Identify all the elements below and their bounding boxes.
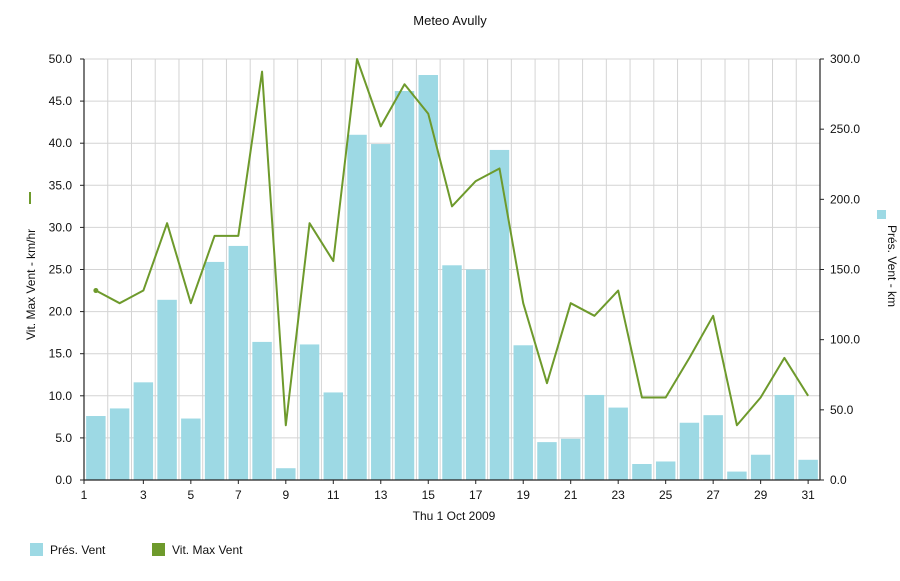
line-path bbox=[95, 58, 809, 427]
y-right-tick-label: 50.0 bbox=[830, 403, 854, 417]
x-tick-label: 19 bbox=[517, 488, 531, 502]
bar bbox=[418, 74, 438, 481]
bar bbox=[299, 344, 320, 480]
bar bbox=[727, 471, 747, 480]
bar bbox=[252, 341, 272, 480]
bar bbox=[632, 464, 652, 480]
y-left-tick-label: 20.0 bbox=[49, 305, 73, 319]
bar bbox=[157, 299, 177, 480]
bar bbox=[798, 459, 818, 480]
x-tick-label: 3 bbox=[140, 488, 147, 502]
y-left-tick-label: 10.0 bbox=[49, 389, 73, 403]
bar bbox=[466, 269, 486, 480]
x-tick-label: 17 bbox=[469, 488, 483, 502]
bar bbox=[109, 408, 130, 480]
bar bbox=[276, 468, 296, 480]
bar bbox=[394, 90, 415, 480]
bar bbox=[608, 407, 628, 480]
bar bbox=[703, 415, 723, 480]
legend-label-vit-max-vent: Vit. Max Vent bbox=[172, 543, 243, 557]
bar bbox=[513, 345, 533, 480]
bar bbox=[181, 418, 201, 480]
x-tick-label: 25 bbox=[659, 488, 673, 502]
x-axis-label: Thu 1 Oct 2009 bbox=[413, 509, 496, 523]
y-axis-left-label: Vit. Max Vent - km/hr bbox=[24, 229, 38, 340]
bar bbox=[442, 265, 462, 480]
y-left-tick-label: 5.0 bbox=[55, 431, 72, 445]
x-tick-label: 27 bbox=[706, 488, 720, 502]
y-left-tick-label: 15.0 bbox=[49, 347, 73, 361]
x-tick-label: 21 bbox=[564, 488, 578, 502]
x-tick-label: 1 bbox=[81, 488, 88, 502]
x-tick-label: 11 bbox=[327, 488, 340, 502]
y-right-tick-label: 0.0 bbox=[830, 473, 847, 487]
line-start-point bbox=[93, 288, 99, 294]
legend: Prés. Vent Vit. Max Vent bbox=[30, 543, 243, 557]
x-tick-label: 5 bbox=[187, 488, 194, 502]
y-left-tick-label: 50.0 bbox=[49, 52, 73, 66]
y-left-tick-label: 45.0 bbox=[49, 94, 73, 108]
x-axis-ticks: 1 3 5 7 9 11 13 15 17 19 21 23 25 27 29 31 bbox=[81, 480, 815, 502]
y-left-tick-label: 30.0 bbox=[49, 220, 73, 234]
bar-series bbox=[86, 74, 818, 481]
bar bbox=[560, 438, 581, 480]
bar bbox=[86, 416, 106, 480]
legend-label-pres-vent: Prés. Vent bbox=[50, 543, 106, 557]
y-right-tick-label: 100.0 bbox=[830, 333, 860, 347]
bar bbox=[323, 392, 344, 480]
right-axis-legend-marker bbox=[877, 210, 886, 219]
x-tick-label: 23 bbox=[612, 488, 626, 502]
bar bbox=[204, 261, 225, 480]
y-right-tick-label: 200.0 bbox=[830, 192, 860, 206]
bar bbox=[371, 144, 391, 481]
y-right-tick-label: 250.0 bbox=[830, 122, 860, 136]
x-tick-label: 29 bbox=[754, 488, 768, 502]
y-left-tick-label: 0.0 bbox=[55, 473, 72, 487]
y-axis-right-ticks: 0.0 50.0 100.0 150.0 200.0 250.0 300.0 bbox=[820, 52, 860, 487]
legend-swatch-pres-vent bbox=[30, 543, 43, 556]
bar bbox=[489, 149, 510, 480]
legend-swatch-vit-max-vent bbox=[152, 543, 165, 556]
y-right-tick-label: 150.0 bbox=[830, 263, 860, 277]
bar bbox=[228, 245, 249, 480]
bar bbox=[133, 382, 154, 480]
x-tick-label: 7 bbox=[235, 488, 242, 502]
bar bbox=[679, 422, 700, 480]
y-left-tick-label: 35.0 bbox=[49, 178, 73, 192]
bar bbox=[655, 461, 676, 480]
y-axis-right-label: Prés. Vent - km bbox=[885, 225, 899, 307]
chart-title: Meteo Avully bbox=[413, 13, 487, 28]
x-tick-label: 13 bbox=[374, 488, 388, 502]
x-tick-label: 9 bbox=[282, 488, 289, 502]
bar bbox=[347, 134, 367, 480]
y-right-tick-label: 300.0 bbox=[830, 52, 860, 66]
bar bbox=[774, 394, 795, 480]
y-axis-left-ticks: 0.0 5.0 10.0 15.0 20.0 25.0 30.0 35.0 40.0 45.0 50… bbox=[49, 52, 84, 487]
bar bbox=[750, 454, 771, 480]
y-left-tick-label: 40.0 bbox=[49, 136, 73, 150]
bar bbox=[584, 394, 605, 480]
bar bbox=[537, 442, 557, 480]
x-tick-label: 31 bbox=[801, 488, 815, 502]
line-series bbox=[93, 58, 809, 427]
y-left-tick-label: 25.0 bbox=[49, 263, 73, 277]
x-tick-label: 15 bbox=[422, 488, 436, 502]
